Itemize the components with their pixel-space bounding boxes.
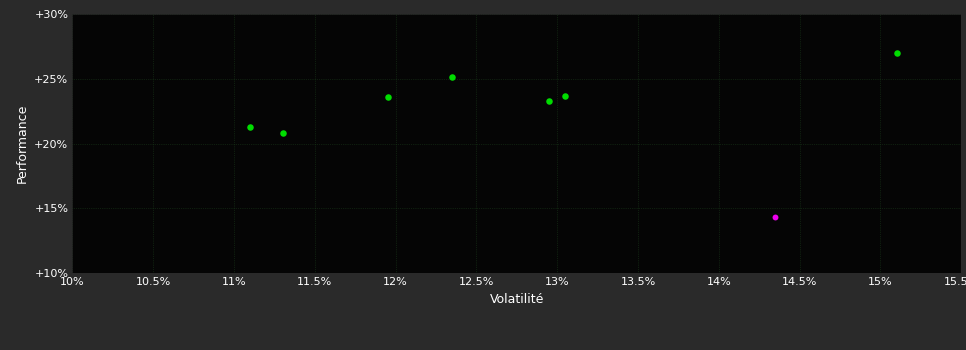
Point (557, 93, 573, 98)
Point (274, 130, 290, 136)
Point (380, 94, 395, 100)
Point (541, 98, 556, 104)
X-axis label: Volatilité: Volatilité (490, 293, 544, 306)
Point (768, 215, 783, 220)
Point (444, 75, 460, 80)
Point (889, 50, 904, 56)
Point (242, 124, 258, 130)
Y-axis label: Performance: Performance (15, 104, 29, 183)
